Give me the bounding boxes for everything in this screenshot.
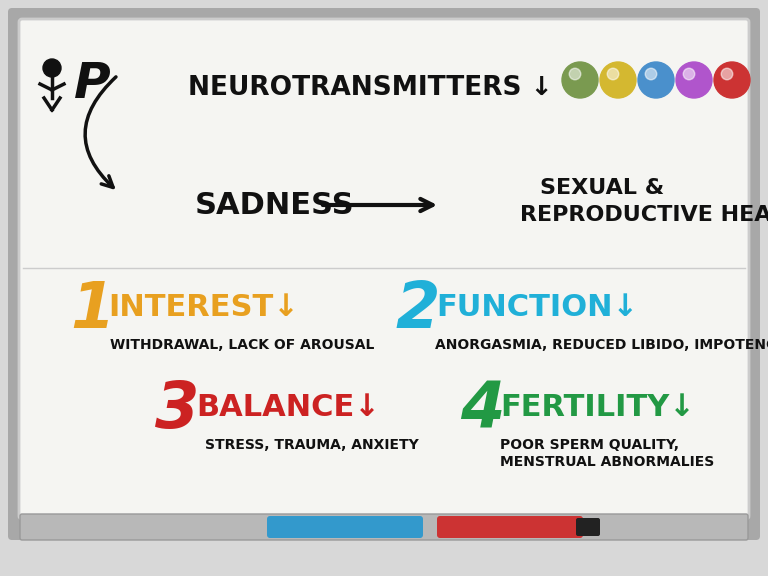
- Text: WITHDRAWAL, LACK OF AROUSAL: WITHDRAWAL, LACK OF AROUSAL: [110, 338, 374, 352]
- Text: SEXUAL &: SEXUAL &: [540, 178, 664, 198]
- FancyBboxPatch shape: [19, 19, 749, 519]
- Circle shape: [607, 68, 619, 79]
- Text: BALANCE↓: BALANCE↓: [196, 393, 379, 423]
- Text: 1: 1: [70, 279, 114, 341]
- Circle shape: [638, 62, 674, 98]
- FancyBboxPatch shape: [267, 516, 423, 538]
- FancyBboxPatch shape: [20, 514, 748, 540]
- Text: FUNCTION↓: FUNCTION↓: [436, 294, 638, 323]
- FancyBboxPatch shape: [8, 8, 760, 540]
- Circle shape: [645, 68, 657, 79]
- Text: INTEREST↓: INTEREST↓: [108, 294, 299, 323]
- Text: POOR SPERM QUALITY,: POOR SPERM QUALITY,: [500, 438, 679, 452]
- Text: MENSTRUAL ABNORMALIES: MENSTRUAL ABNORMALIES: [500, 455, 714, 469]
- Circle shape: [600, 62, 636, 98]
- Circle shape: [676, 62, 712, 98]
- Circle shape: [562, 62, 598, 98]
- FancyArrowPatch shape: [85, 77, 116, 187]
- Circle shape: [684, 68, 695, 79]
- Text: SADNESS: SADNESS: [195, 191, 355, 219]
- Circle shape: [569, 68, 581, 79]
- Text: REPRODUCTIVE HEALTH:-: REPRODUCTIVE HEALTH:-: [520, 205, 768, 225]
- Text: NEUROTRANSMITTERS ↓: NEUROTRANSMITTERS ↓: [187, 75, 552, 101]
- FancyArrowPatch shape: [323, 199, 432, 211]
- Text: ANORGASMIA, REDUCED LIBIDO, IMPOTENCE: ANORGASMIA, REDUCED LIBIDO, IMPOTENCE: [435, 338, 768, 352]
- Circle shape: [43, 59, 61, 77]
- Text: 3: 3: [155, 379, 200, 441]
- FancyBboxPatch shape: [576, 518, 600, 536]
- Circle shape: [714, 62, 750, 98]
- Text: P: P: [74, 60, 111, 108]
- Circle shape: [721, 68, 733, 79]
- Text: FERTILITY↓: FERTILITY↓: [500, 393, 695, 423]
- Text: STRESS, TRAUMA, ANXIETY: STRESS, TRAUMA, ANXIETY: [205, 438, 419, 452]
- Text: 2: 2: [395, 279, 439, 341]
- Text: 4: 4: [460, 379, 505, 441]
- FancyBboxPatch shape: [437, 516, 583, 538]
